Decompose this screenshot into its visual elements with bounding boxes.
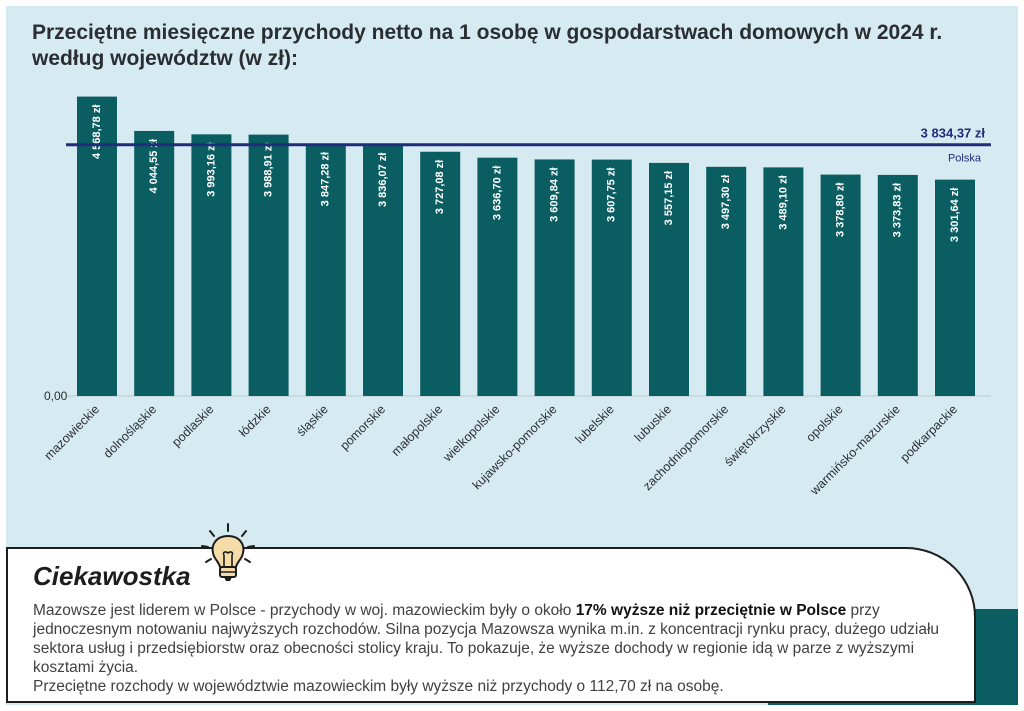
category-tick-label: lubuskie [632,402,674,444]
category-tick-label: lubelskie [573,402,617,446]
bar [534,159,575,396]
category-tick-label: mazowieckie [42,402,103,463]
lightbulb-icon [201,523,255,581]
bar-value-label: 3 489,10 zł [777,175,789,229]
category-tick-label: świętokrzyskie [722,402,789,469]
chart-frame: Przeciętne miesięczne przychody netto na… [6,6,1018,705]
bar [305,143,346,396]
bar-value-label: 4 568,78 zł [91,105,103,159]
bar [649,162,689,396]
category-tick-label: dolnośląskie [101,402,160,461]
category-tick-label: podkarpackie [898,402,961,465]
bar-chart: 0,00 4 568,78 zł mazowieckie 4 044,55 zł dol… [42,96,991,498]
bar-value-label: 3 301,64 zł [949,188,961,242]
bar [248,134,289,396]
category-tick-label: opolskie [803,402,845,444]
category-tick-label: łódzkie [236,402,273,439]
bar-value-label: 3 636,70 zł [491,166,503,220]
bar-value-label: 3 847,28 zł [320,152,332,206]
bar-value-label: 3 373,83 zł [892,183,904,237]
category-tick-label: wielkopolskie [440,402,503,465]
bar [935,179,975,396]
info-text-last: Przeciętne rozchody w województwie mazow… [33,678,724,695]
category-tick-label: śląskie [294,402,331,439]
bar [820,174,861,396]
bar-value-label: 3 993,16 zł [205,142,217,196]
category-tick-label: małopolskie [389,402,446,459]
info-text-bold: 17% wyższe niż przeciętnie w Polsce [575,602,847,619]
bar [363,144,403,396]
y-tick-label: 0,00 [44,389,68,403]
bar [877,174,918,396]
bar [77,96,117,397]
bar [134,130,175,397]
info-heading: Ciekawostka [33,561,191,591]
info-text-before: Mazowsze jest liderem w Polsce - przycho… [33,602,576,619]
average-value-label: 3 834,37 zł [921,126,986,141]
category-tick-label: podlaskie [169,402,216,449]
bar [420,151,461,396]
bar [706,166,747,396]
bar-value-label: 3 988,91 zł [263,143,275,197]
category-tick-label: pomorskie [337,402,388,453]
bar [763,167,804,396]
bar-value-label: 3 607,75 zł [606,168,618,222]
bar-value-label: 4 044,55 zł [148,139,160,193]
bar-value-label: 3 609,84 zł [549,167,561,221]
bar [477,157,518,396]
average-name-label: Polska [948,153,982,165]
bar-value-label: 3 836,07 zł [377,153,389,207]
info-text: Mazowsze jest liderem w Polsce - przycho… [33,601,943,696]
bar-value-label: 3 378,80 zł [835,183,847,237]
bar-value-label: 3 557,15 zł [663,171,675,225]
bar [591,159,632,396]
info-text-after: przy jednoczesnym notowaniu najwyższych … [33,602,940,676]
chart-title: Przeciętne miesięczne przychody netto na… [32,21,943,70]
bar-value-label: 3 727,08 zł [434,160,446,214]
bar [191,134,232,397]
bar-value-label: 3 497,30 zł [720,175,732,229]
info-box: Ciekawostka Mazowsze jest liderem w Pols… [6,547,976,703]
